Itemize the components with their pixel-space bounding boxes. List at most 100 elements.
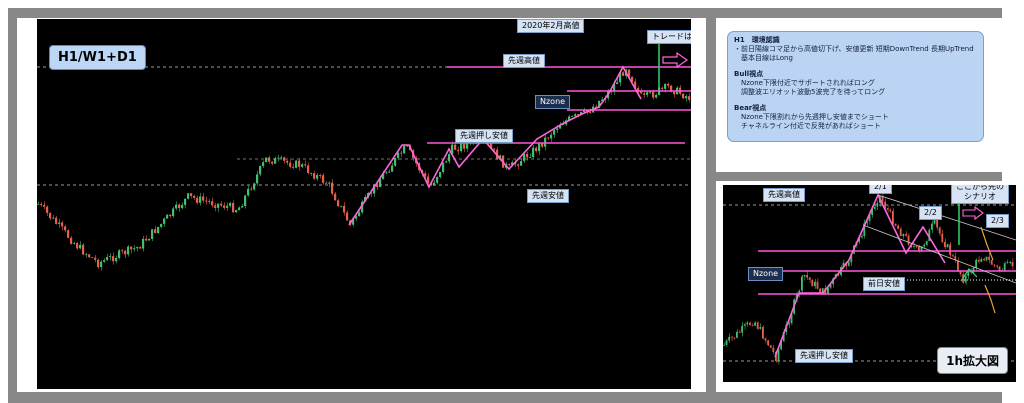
zoom-candle-body xyxy=(772,347,775,352)
main-candle-body xyxy=(427,176,430,184)
zoom-candle-body xyxy=(902,234,905,237)
zoom-candle-body xyxy=(975,259,977,268)
zoom-candle-body xyxy=(819,288,821,293)
main-candle-body xyxy=(247,188,250,196)
main-candle-body xyxy=(160,223,163,227)
analysis-title: H1 環境認識 xyxy=(734,36,780,44)
main-candle-body xyxy=(688,96,691,100)
label-feb-high: 2020年2月高値 xyxy=(517,19,585,33)
main-candle-body xyxy=(298,160,301,167)
main-candle-body xyxy=(646,92,649,95)
main-candle-body xyxy=(556,128,559,131)
zoom-candle-body xyxy=(967,270,970,277)
zoom-candle-body xyxy=(730,336,733,338)
main-candle-body xyxy=(100,261,103,268)
zoom-candle-body xyxy=(983,259,985,261)
main-candle-body xyxy=(400,152,403,154)
main-candle-body xyxy=(436,176,439,183)
zoom-candle-body xyxy=(803,275,806,277)
main-candle-body xyxy=(94,257,97,260)
bull-view-title: Bull視点 xyxy=(734,70,764,78)
main-candle-body xyxy=(598,100,601,108)
bull-view-line-1: Nzone下限付近でサポートされればロング xyxy=(741,79,875,87)
main-candle-body xyxy=(112,256,115,262)
zoom-candle-body xyxy=(931,223,933,230)
main-candle-body xyxy=(91,257,94,258)
main-candle-body xyxy=(82,244,85,255)
main-candle-body xyxy=(682,93,685,99)
main-candle-body xyxy=(238,207,241,211)
zoom-candle-body xyxy=(795,293,798,300)
main-candle-body xyxy=(211,201,214,206)
main-candle-body xyxy=(583,110,586,113)
zoom-candle-body xyxy=(881,196,884,202)
main-candle-body xyxy=(250,188,253,190)
main-candle-body xyxy=(322,175,325,183)
main-candle-body xyxy=(241,205,244,208)
main-candle-body xyxy=(205,200,208,202)
label-prev-week-high: 先週高値 xyxy=(503,54,545,68)
main-candle-body xyxy=(49,212,52,219)
main-candle-body xyxy=(361,201,364,213)
zoom-candle-body xyxy=(756,322,759,329)
main-candle-body xyxy=(616,82,619,85)
main-candle-body xyxy=(358,212,361,217)
main-candle-body xyxy=(124,250,127,255)
label-nzone: Nzone xyxy=(535,95,571,109)
main-candle-body xyxy=(331,182,334,194)
zoom-candle-body xyxy=(780,341,782,350)
main-candle-body xyxy=(424,173,427,177)
main-forward-arrow xyxy=(662,51,689,69)
main-candle-body xyxy=(529,157,532,158)
main-candle-body xyxy=(136,247,139,249)
main-candle-body xyxy=(106,257,109,261)
analysis-env-line-1: ・前日陽線コマ足から高値切下げ、安値更新 短期DownTrend 長期UpTre… xyxy=(734,45,974,53)
zoom-candle-body xyxy=(1011,262,1014,267)
main-candle-body xyxy=(163,218,166,224)
main-candle-body xyxy=(547,137,550,139)
zoom-candle-body xyxy=(964,276,967,283)
zoom-candle-body xyxy=(868,214,871,221)
main-candle-body xyxy=(466,143,469,149)
main-candle-body xyxy=(652,91,655,98)
zoom-candle-body xyxy=(876,202,879,207)
main-candle-body xyxy=(667,83,670,86)
zoom-candle-body xyxy=(925,241,928,245)
zoom-candle-body xyxy=(741,325,743,333)
zoom-candle-body xyxy=(782,331,785,342)
main-candle-body xyxy=(295,160,298,168)
zoom-candle-body xyxy=(866,220,868,224)
main-candle-body xyxy=(571,116,574,117)
main-candle-body xyxy=(439,172,442,177)
zoom-scenario-up-arrow xyxy=(980,226,994,261)
zoom-wave-line xyxy=(774,193,946,358)
main-candle-body xyxy=(304,164,307,166)
zoom-candle-body xyxy=(996,265,998,267)
zoom-candle-body xyxy=(827,287,829,295)
main-candle-body xyxy=(202,196,205,201)
main-candle-body xyxy=(37,203,40,205)
zoom-candle-body xyxy=(762,326,764,339)
main-candle-body xyxy=(244,195,247,206)
zoom-candle-body xyxy=(936,219,938,228)
main-candle-body xyxy=(631,76,634,82)
main-candle-body xyxy=(73,243,76,244)
main-candle-body xyxy=(262,162,265,166)
zoom-forward-arrow xyxy=(962,205,984,221)
main-candle-body xyxy=(148,238,151,241)
zoom-candle-body xyxy=(938,227,941,234)
main-candle-body xyxy=(268,157,271,162)
main-candle-body xyxy=(310,173,313,174)
main-candle-body xyxy=(67,230,70,238)
zoom-candle-body xyxy=(949,244,951,256)
bear-view-line-2: チャネルライン付近で反発があればショート xyxy=(741,122,881,130)
zoom-candle-body xyxy=(946,244,949,248)
main-candle-body xyxy=(52,217,55,219)
main-candle-body xyxy=(187,193,190,199)
main-candle-body xyxy=(406,145,409,147)
zoom-candle-body xyxy=(811,279,814,287)
main-candle-body xyxy=(226,205,229,208)
main-candle-body xyxy=(169,214,172,217)
main-candle-body xyxy=(256,174,259,184)
main-candle-body xyxy=(253,183,256,190)
